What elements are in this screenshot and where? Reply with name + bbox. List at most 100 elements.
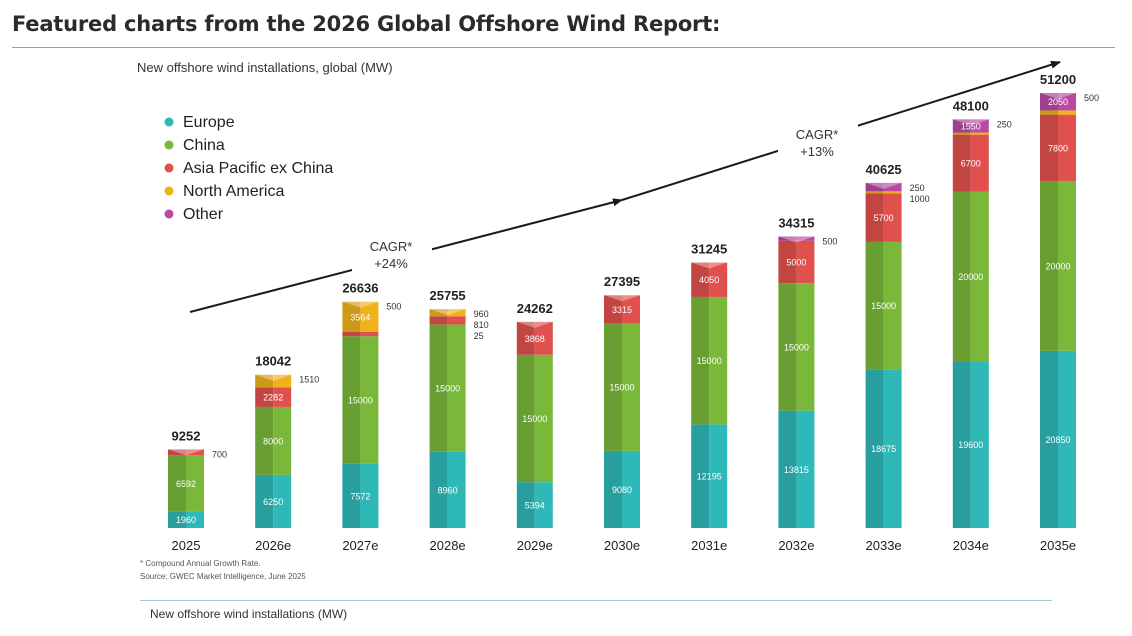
value-label-2035e-china: 20000 (1045, 261, 1070, 271)
side-label-2034e-0: 250 (997, 119, 1012, 129)
value-label-2030e-asia-pacific-ex-china: 3315 (612, 305, 632, 315)
bar-2034e-europe (952, 361, 989, 528)
value-label-2031e-europe: 12195 (697, 472, 722, 482)
bar-2026e-china-left-face (255, 406, 274, 475)
value-label-2029e-asia-pacific-ex-china: 3868 (525, 334, 545, 344)
bar-2034e-china-right-face (970, 191, 989, 362)
bar-2027e-china-left-face (342, 336, 361, 464)
bar-2028e-china-left-face (429, 324, 448, 452)
bar-2028e-asia-pacific-ex-china-left-face (429, 316, 448, 325)
bar-2029e-china-right-face (534, 354, 553, 483)
legend-dot-other (164, 209, 174, 219)
bar-2033e-other (865, 182, 902, 192)
bar-2034e-north-america-left-face (952, 132, 971, 135)
stacked-bar-chart: New offshore wind installations, global … (137, 60, 1099, 581)
bar-2031e-asia-pacific-ex-china (691, 262, 728, 297)
footer-caption: New offshore wind installations (MW) (150, 607, 348, 621)
value-label-2034e-other: 1550 (961, 121, 981, 131)
bar-2026e-north-america (255, 374, 292, 388)
bar-2025-asia-pacific-ex-china-right-face (186, 449, 204, 456)
legend-dot-asia-pacific-ex-china (164, 163, 174, 173)
x-tick-2029e: 2029e (517, 538, 553, 553)
bar-2031e-china-left-face (691, 296, 710, 425)
x-tick-2025: 2025 (172, 538, 201, 553)
bar-2034e-other-left-face (952, 119, 971, 133)
bar-2035e-europe-left-face (1040, 350, 1058, 528)
bar-2033e-china (865, 241, 902, 370)
cagr-value-1: +24% (374, 256, 408, 271)
legend-label-china: China (183, 137, 225, 154)
bar-2027e-europe-right-face (360, 463, 379, 528)
value-label-2034e-asia-pacific-ex-china: 6700 (961, 159, 981, 169)
bar-cap-2033e (865, 179, 902, 189)
legend-dot-china (164, 140, 174, 150)
bar-2035e-north-america-left-face (1040, 110, 1058, 115)
total-label-2026e: 18042 (255, 354, 291, 369)
legend-label-other: Other (183, 206, 224, 223)
bar-cap-2028e (429, 306, 466, 316)
bar-2029e-china-left-face (516, 354, 535, 483)
bar-2030e-europe-left-face (604, 450, 622, 528)
cagr-value-2: +13% (800, 144, 834, 159)
bar-2032e-other-right-face (796, 236, 815, 241)
bar-2035e-china (1040, 180, 1076, 351)
side-label-2027e-0: 500 (386, 302, 401, 312)
bar-2030e-europe (604, 450, 640, 528)
bar-2030e-china-left-face (604, 323, 622, 451)
bar-2029e-asia-pacific-ex-china-left-face (516, 321, 535, 355)
value-label-2028e-europe: 8960 (438, 485, 458, 495)
bar-2029e-china (516, 354, 553, 483)
bar-2034e-asia-pacific-ex-china (952, 134, 989, 192)
bar-2034e-asia-pacific-ex-china-left-face (952, 134, 971, 192)
page-title: Featured charts from the 2026 Global Off… (12, 12, 721, 36)
bar-2026e-asia-pacific-ex-china-left-face (255, 387, 274, 407)
bar-2031e-asia-pacific-ex-china-right-face (709, 262, 728, 297)
x-tick-2027e: 2027e (342, 538, 378, 553)
side-label-2026e-0: 1510 (299, 375, 319, 385)
bar-2032e-europe-right-face (796, 410, 815, 528)
bar-2034e-other (952, 119, 989, 133)
bar-cap-2026e (255, 371, 292, 381)
value-label-2035e-europe: 20850 (1045, 435, 1070, 445)
bar-2026e-europe-right-face (273, 474, 292, 528)
x-tick-2030e: 2030e (604, 538, 640, 553)
bar-stack-2029e: 5394 15000 3868 24262 (517, 301, 553, 528)
bar-2034e-asia-pacific-ex-china-right-face (970, 134, 989, 192)
bar-2031e-europe-right-face (709, 424, 728, 528)
bar-2027e-north-america (342, 301, 379, 332)
bar-2025-asia-pacific-ex-china-left-face (168, 449, 186, 456)
value-label-2033e-europe: 18675 (871, 444, 896, 454)
bar-cap-2032e (778, 233, 815, 243)
bar-2035e-other-left-face (1040, 93, 1058, 111)
bar-2033e-asia-pacific-ex-china-left-face (865, 193, 884, 242)
side-label-2033e-0: 250 (910, 183, 925, 193)
bar-2031e-europe (691, 424, 728, 528)
bar-2028e-north-america (429, 309, 466, 317)
value-label-2030e-europe: 9080 (612, 485, 632, 495)
total-label-2032e: 34315 (778, 215, 814, 230)
bar-2030e-europe-right-face (622, 450, 640, 528)
bar-2033e-asia-pacific-ex-china-right-face (883, 193, 902, 242)
bar-2032e-europe-left-face (778, 410, 797, 528)
value-label-2034e-europe: 19600 (958, 440, 983, 450)
bar-2027e-europe-left-face (342, 463, 361, 528)
bar-2028e-china-right-face (447, 324, 466, 452)
side-label-2025-0: 700 (212, 449, 227, 459)
bar-2032e-other (778, 236, 815, 241)
bar-2028e-north-america-left-face (429, 309, 448, 317)
bar-2031e-china (691, 296, 728, 425)
x-tick-2026e: 2026e (255, 538, 291, 553)
bar-2025-asia-pacific-ex-china (168, 449, 204, 456)
cagr-label-2: CAGR* (796, 127, 839, 142)
value-label-2032e-asia-pacific-ex-china: 5000 (786, 257, 806, 267)
bar-2027e-north-america-right-face (360, 301, 379, 332)
bar-2032e-asia-pacific-ex-china-left-face (778, 240, 797, 284)
bar-2029e-europe-right-face (534, 482, 553, 528)
bar-stack-2034e: 19600 20000 6700 1550 48100 250 (953, 98, 1012, 528)
x-tick-2032e: 2032e (778, 538, 814, 553)
value-label-2030e-china: 15000 (609, 383, 634, 393)
bar-2032e-other-left-face (778, 236, 797, 241)
value-label-2033e-china: 15000 (871, 301, 896, 311)
x-tick-2033e: 2033e (866, 538, 902, 553)
